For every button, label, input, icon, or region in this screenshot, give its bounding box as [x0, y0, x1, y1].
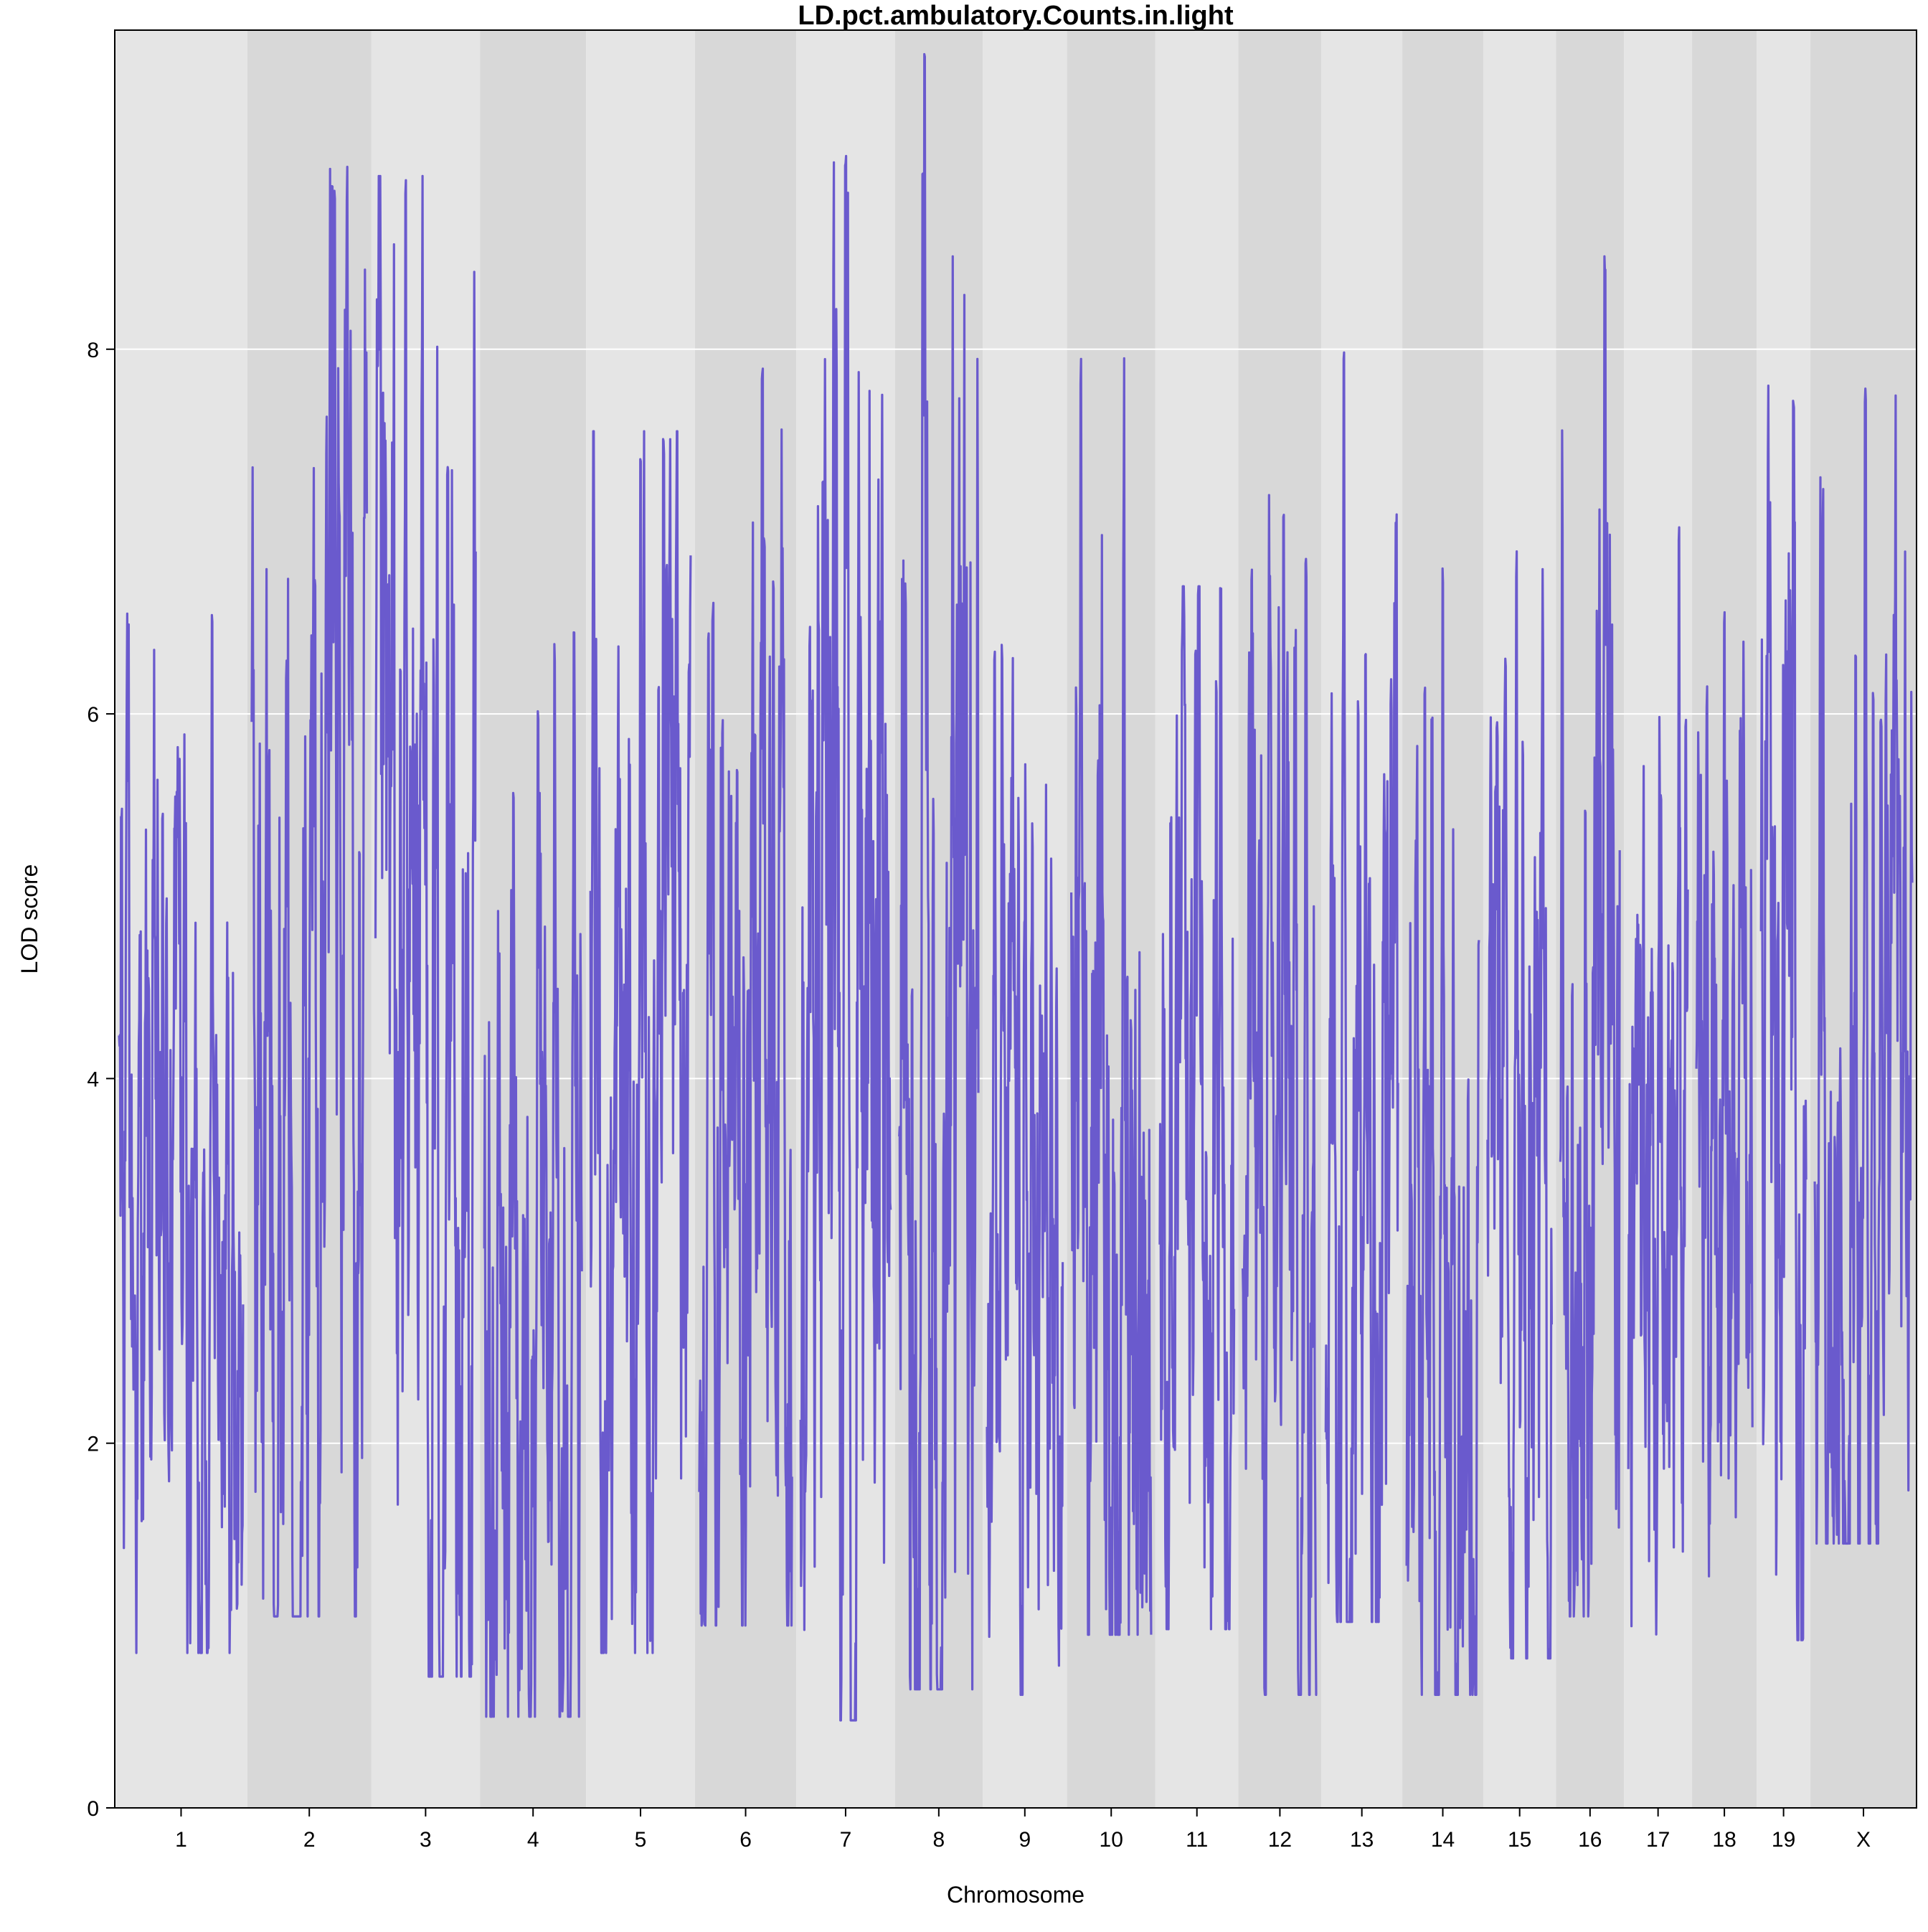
lod-trace-chr-16 — [1559, 255, 1621, 1618]
chromosome-bands — [115, 30, 1917, 1808]
lod-trace-chr-3 — [374, 174, 477, 1678]
lod-trace-chr-15 — [1486, 550, 1553, 1660]
x-tick-label-4: 4 — [527, 1828, 539, 1852]
x-tick-label-9: 9 — [1019, 1828, 1031, 1852]
lod-trace-chr-12 — [1242, 494, 1318, 1696]
x-tick-label-11: 11 — [1186, 1828, 1208, 1852]
lod-trace-chr-4 — [483, 631, 583, 1718]
lod-trace-chr-13 — [1324, 351, 1399, 1624]
lod-trace-chr-X — [1813, 387, 1914, 1545]
lod-trace-chr-19 — [1759, 384, 1808, 1641]
x-tick-label-6: 6 — [739, 1828, 752, 1852]
lod-trace-chr-6 — [698, 367, 793, 1627]
lod-trace-chr-2 — [250, 166, 369, 1618]
lod-curve — [118, 52, 1914, 1722]
lod-trace-chr-7 — [799, 154, 892, 1722]
x-tick-label-15: 15 — [1508, 1828, 1531, 1852]
lod-trace-chr-1 — [118, 612, 245, 1654]
lod-trace-chr-17 — [1627, 526, 1689, 1636]
x-tick-label-19: 19 — [1772, 1828, 1795, 1852]
lod-trace-chr-18 — [1695, 611, 1754, 1578]
x-tick-label-5: 5 — [635, 1828, 647, 1852]
lod-trace-chr-11 — [1158, 585, 1236, 1631]
x-tick-label-14: 14 — [1431, 1828, 1455, 1852]
x-tick-label-2: 2 — [303, 1828, 316, 1852]
x-tick-label-17: 17 — [1646, 1828, 1670, 1852]
x-tick-label-3: 3 — [420, 1828, 432, 1852]
x-tick-label-8: 8 — [933, 1828, 945, 1852]
lod-trace-chr-14 — [1405, 567, 1480, 1696]
y-tick-label: 0 — [87, 1797, 99, 1821]
lod-trace-chr-5 — [589, 430, 692, 1654]
y-tick-label: 6 — [87, 703, 99, 727]
lod-trace-chr-10 — [1069, 357, 1153, 1636]
y-tick-label: 8 — [87, 339, 99, 362]
chart-title: LD.pct.ambulatory.Counts.in.light — [798, 1, 1234, 31]
y-tick-label: 2 — [87, 1433, 99, 1456]
x-axis: 1 2 3 4 5 6 7 8 9 10 11 12 13 14 15 16 17 18 19 X — [175, 1808, 1871, 1852]
x-axis-label: Chromosome — [947, 1882, 1084, 1908]
x-tick-label-16: 16 — [1578, 1828, 1602, 1852]
x-tick-label-18: 18 — [1712, 1828, 1736, 1852]
y-axis-label: LOD score — [16, 864, 42, 974]
x-tick-label-10: 10 — [1100, 1828, 1123, 1852]
x-tick-label-12: 12 — [1268, 1828, 1292, 1852]
lod-trace-chr-9 — [986, 644, 1064, 1696]
x-tick-label-7: 7 — [840, 1828, 852, 1852]
lod-trace-chr-8 — [898, 52, 980, 1691]
x-tick-label-1: 1 — [175, 1828, 187, 1852]
x-tick-label-13: 13 — [1350, 1828, 1374, 1852]
x-tick-label-X: X — [1856, 1828, 1871, 1852]
plot-frame — [114, 29, 1917, 1809]
y-tick-label: 4 — [87, 1068, 99, 1091]
y-axis: 0 2 4 6 8 — [87, 339, 115, 1821]
